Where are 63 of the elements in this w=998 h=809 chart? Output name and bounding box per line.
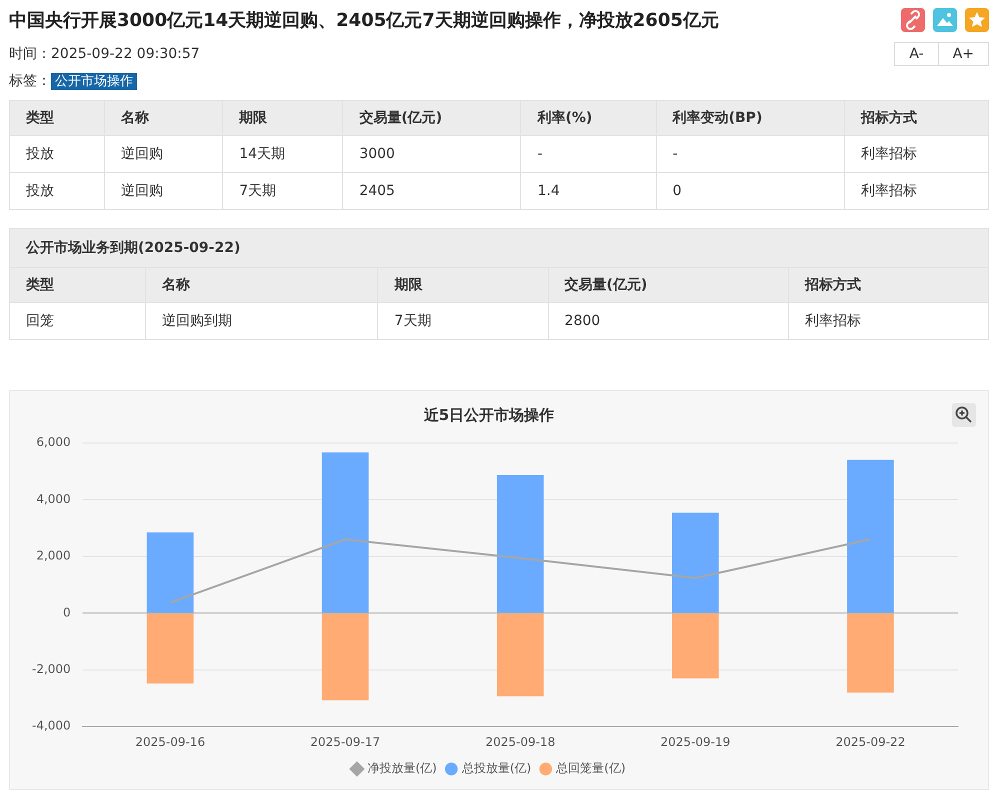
text: 逆回购 (104, 172, 223, 210)
bar (496, 614, 544, 696)
text: 标签： (9, 73, 51, 89)
text: 利率变动(BP) (656, 100, 844, 136)
text: 7天期 (222, 172, 343, 210)
bar (146, 532, 194, 613)
text: 逆回购 (104, 136, 223, 172)
text: 期限 (222, 100, 343, 136)
chart-title: 近5日公开市场操作 (422, 406, 554, 424)
y-tick-label: 4,000 (36, 492, 71, 506)
text: 类型 (10, 100, 105, 136)
bar (496, 475, 544, 613)
legend-label: 总投放量(亿) (460, 761, 532, 776)
bar (322, 614, 369, 700)
text: 公开市场业务到期(2025-09-22) (9, 228, 989, 267)
text: 交易量(亿元) (548, 268, 788, 302)
y-tick-label: 6,000 (36, 435, 71, 450)
bar (847, 460, 894, 613)
text: 0 (656, 172, 844, 210)
text: 2405 (342, 172, 521, 210)
bar (672, 614, 719, 678)
text: 类型 (10, 268, 146, 302)
text: 投放 (10, 172, 105, 210)
legend-label: 净投放量(亿) (367, 761, 437, 776)
text: 招标方式 (844, 100, 988, 136)
text: A- (894, 42, 939, 66)
text: - (520, 136, 656, 172)
text: 利率(%) (520, 100, 656, 136)
text: 14天期 (222, 136, 343, 172)
text: 利率招标 (788, 302, 988, 340)
y-tick-label: -2,000 (32, 662, 71, 676)
text: 时间：2025-09-22 09:30:57 (9, 45, 200, 63)
bar (672, 512, 719, 613)
x-tick-label: 2025-09-22 (836, 734, 906, 749)
text: 交易量(亿元) (342, 100, 521, 136)
text: 3000 (342, 136, 521, 172)
text: 逆回购到期 (146, 302, 378, 340)
text: 投放 (10, 136, 105, 172)
x-tick-label: 2025-09-17 (310, 734, 380, 749)
text: 中国央行开展3000亿元14天期逆回购、2405亿元7天期逆回购操作，净投放2605亿元 (9, 9, 719, 32)
x-tick-label: 2025-09-16 (135, 734, 206, 749)
text: 期限 (378, 268, 548, 302)
text: 1.4 (520, 172, 656, 210)
text: 7天期 (378, 302, 548, 340)
x-tick-label: 2025-09-19 (660, 734, 730, 749)
text: 利率招标 (844, 136, 988, 172)
text: 名称 (146, 268, 378, 302)
bar (847, 614, 894, 693)
bar (322, 452, 369, 613)
x-tick-label: 2025-09-18 (485, 734, 556, 749)
y-tick-label: 2,000 (36, 548, 71, 563)
text: 回笼 (10, 302, 146, 340)
text: A+ (938, 42, 989, 66)
text: 利率招标 (844, 172, 988, 210)
bar (146, 614, 194, 684)
text: 招标方式 (788, 268, 988, 302)
y-tick-label: -4,000 (32, 718, 71, 733)
text: 名称 (104, 100, 223, 136)
y-tick-label: 0 (63, 605, 71, 620)
legend-label: 总回笼量(亿) (555, 761, 626, 776)
text: - (656, 136, 844, 172)
text: 公开市场操作 (51, 73, 137, 90)
text: 2800 (548, 302, 788, 340)
